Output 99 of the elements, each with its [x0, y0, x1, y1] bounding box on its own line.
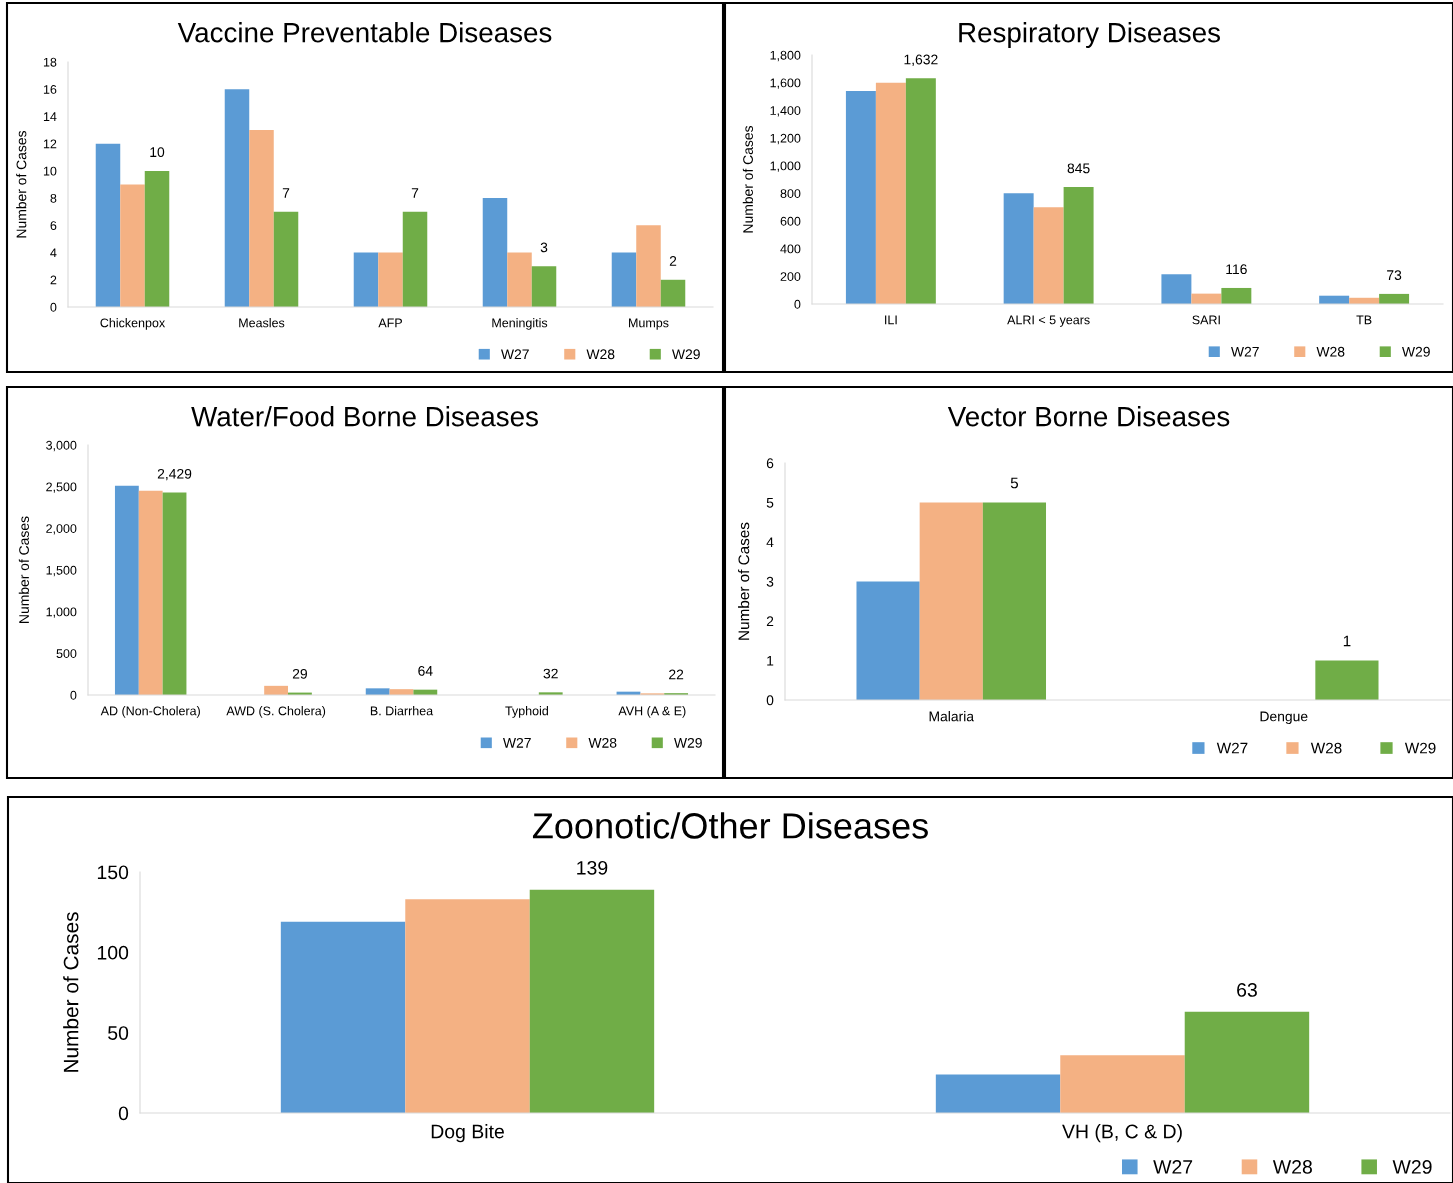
y-tick-label: 0 [50, 302, 57, 312]
x-tick-label: Dog Bite [431, 1124, 504, 1143]
y-tick-label: 4 [766, 537, 774, 548]
y-tick-label: 1,600 [770, 78, 801, 89]
legend-label: W28 [586, 349, 615, 360]
x-tick-label: B. Diarrhea [370, 706, 434, 716]
data-label: 845 [1067, 163, 1090, 174]
y-tick-label: 800 [780, 189, 801, 198]
data-label: 5 [1010, 477, 1019, 489]
x-tick-label: Dengue [1260, 711, 1308, 725]
data-label: 10 [150, 147, 165, 158]
y-tick-label: 1,400 [770, 106, 801, 117]
data-label: 1,632 [904, 54, 938, 67]
chart-title: Vector Borne Diseases [947, 406, 1230, 427]
x-tick-label: SARI [1192, 315, 1220, 325]
x-tick-label: TB [1356, 315, 1372, 325]
x-tick-label: Mumps [629, 318, 669, 330]
data-label: 7 [282, 188, 290, 198]
x-tick-label: Meningitis [492, 318, 548, 330]
y-tick-label: 1,800 [770, 50, 801, 62]
y-axis-title: Number of Cases [18, 516, 29, 623]
data-label: 22 [669, 669, 684, 680]
y-tick-label: 4 [50, 248, 57, 258]
chart-title: Vaccine Preventable Diseases [177, 22, 552, 43]
y-tick-label: 0 [794, 299, 801, 309]
y-tick-label: 2,500 [46, 482, 77, 493]
y-tick-label: 1,200 [770, 133, 801, 145]
y-tick-label: 3,000 [46, 440, 77, 452]
y-tick-label: 10 [43, 166, 57, 176]
y-tick-label: 600 [780, 216, 801, 226]
y-tick-label: 3 [766, 576, 774, 587]
x-tick-label: AWD (S. Cholera) [226, 706, 326, 718]
data-label: 73 [1387, 270, 1402, 281]
y-tick-label: 14 [43, 112, 57, 121]
y-tick-label: 100 [97, 945, 129, 960]
data-label: 7 [411, 188, 419, 198]
y-tick-label: 2,000 [46, 524, 77, 535]
y-tick-label: 150 [97, 865, 129, 880]
y-tick-label: 2 [50, 275, 57, 285]
legend-label: W29 [672, 349, 700, 360]
x-tick-label: Typhoid [505, 706, 548, 718]
legend-label: W27 [501, 349, 529, 360]
y-tick-label: 200 [780, 272, 801, 281]
legend-label: W29 [674, 737, 702, 748]
legend-label: W28 [1316, 346, 1345, 357]
y-tick-label: 1 [767, 655, 774, 666]
y-tick-label: 6 [50, 221, 57, 230]
chart-title: Water/Food Borne Diseases [191, 406, 538, 427]
y-tick-label: 400 [780, 244, 801, 254]
y-axis-title: Number of Cases [742, 125, 753, 233]
data-label: 63 [1237, 983, 1257, 997]
x-tick-label: AFP [378, 318, 402, 328]
y-tick-label: 12 [43, 139, 57, 149]
y-tick-label: 500 [56, 649, 77, 658]
data-label: 32 [543, 668, 558, 679]
legend-label: W29 [1402, 346, 1430, 357]
y-tick-label: 0 [70, 690, 77, 700]
y-axis-title: Number of Cases [16, 130, 27, 238]
data-label: 64 [418, 665, 433, 676]
legend-label: W28 [588, 737, 617, 748]
data-label: 1 [1343, 635, 1351, 647]
chart-title: Respiratory Diseases [959, 22, 1220, 48]
legend-label: W27 [1231, 346, 1259, 357]
y-tick-label: 0 [766, 695, 774, 706]
y-tick-label: 1,000 [46, 607, 77, 618]
legend-label: W27 [1153, 1160, 1193, 1174]
data-label: 29 [292, 668, 307, 679]
x-tick-label: AD (Non-Cholera) [100, 706, 200, 718]
legend-label: W28 [1272, 1160, 1312, 1174]
x-tick-label: ILI [885, 315, 897, 325]
data-label: 139 [577, 860, 608, 875]
x-tick-label: AVH (A & E) [618, 706, 686, 718]
data-label: 116 [1226, 264, 1247, 275]
y-tick-label: 0 [118, 1106, 129, 1121]
y-tick-label: 16 [43, 85, 57, 94]
legend-label: W29 [1404, 742, 1436, 754]
y-axis-title: Number of Cases [738, 522, 750, 640]
y-tick-label: 1,500 [46, 565, 77, 577]
y-axis-title: Number of Cases [63, 912, 79, 1072]
x-tick-label: VH (B, C & D) [1062, 1124, 1182, 1143]
x-tick-label: Malaria [929, 711, 975, 722]
legend-label: W27 [503, 737, 531, 748]
legend-label: W28 [1310, 742, 1342, 754]
x-tick-label: ALRI < 5 years [1007, 315, 1090, 327]
y-tick-label: 8 [50, 193, 57, 203]
y-tick-label: 50 [108, 1026, 129, 1040]
y-tick-label: 1,000 [770, 161, 801, 172]
y-tick-label: 18 [43, 57, 57, 67]
data-label: 2,429 [157, 468, 192, 481]
y-tick-label: 2 [766, 616, 774, 627]
x-tick-label: Measles [239, 318, 285, 328]
y-tick-label: 6 [766, 458, 774, 469]
x-tick-label: Chickenpox [100, 318, 166, 330]
data-label: 2 [669, 256, 677, 266]
chart-title: Zoonotic/Other Diseases [532, 812, 928, 839]
data-label: 3 [540, 242, 548, 253]
y-tick-label: 5 [766, 497, 774, 508]
legend-label: W29 [1392, 1160, 1432, 1174]
legend-label: W27 [1216, 742, 1248, 754]
